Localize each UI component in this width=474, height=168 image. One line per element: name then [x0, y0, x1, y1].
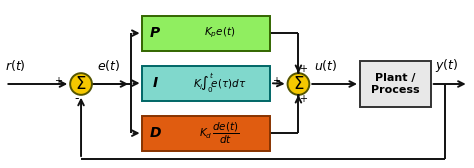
Bar: [143, 66, 270, 101]
Text: Plant /
Process: Plant / Process: [371, 73, 419, 95]
Text: $\Sigma$: $\Sigma$: [75, 75, 87, 93]
Text: +: +: [272, 76, 280, 86]
Text: $K_d\,\dfrac{de(t)}{dt}$: $K_d\,\dfrac{de(t)}{dt}$: [199, 120, 239, 146]
Text: +: +: [55, 76, 63, 86]
Text: I: I: [153, 76, 158, 90]
Bar: [143, 116, 270, 151]
Text: $K_p e(t)$: $K_p e(t)$: [204, 26, 235, 40]
Bar: [143, 16, 270, 51]
Bar: [360, 61, 431, 107]
Text: $y(t)$: $y(t)$: [436, 57, 459, 74]
Ellipse shape: [70, 73, 92, 95]
Text: $u(t)$: $u(t)$: [314, 58, 337, 73]
Text: $K_i\!\int_0^t\!e(\tau)d\tau$: $K_i\!\int_0^t\!e(\tau)d\tau$: [192, 71, 246, 95]
Text: +: +: [299, 64, 307, 74]
Ellipse shape: [288, 73, 310, 95]
Text: D: D: [149, 126, 161, 140]
Text: $e(t)$: $e(t)$: [97, 58, 120, 73]
Text: $\Sigma$: $\Sigma$: [293, 75, 304, 93]
Text: P: P: [150, 26, 160, 40]
Text: +: +: [299, 94, 307, 104]
Text: $r(t)$: $r(t)$: [5, 58, 26, 73]
Text: -: -: [74, 93, 79, 106]
